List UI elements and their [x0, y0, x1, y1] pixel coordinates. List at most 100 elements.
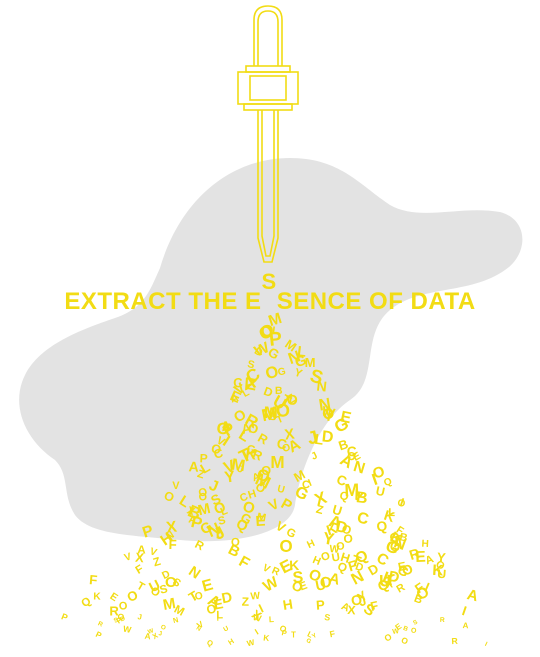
pile-letter: O: [205, 601, 218, 617]
pile-letter: M: [197, 501, 213, 519]
pile-letter: C: [233, 375, 244, 391]
pile-letter: P: [189, 513, 204, 533]
pile-letter: H: [226, 637, 235, 647]
pile-letter: O: [241, 498, 258, 518]
pile-letter: W: [329, 543, 340, 556]
pile-letter: O: [400, 561, 415, 579]
pile-letter: A: [240, 420, 253, 437]
pile-letter: L: [306, 630, 314, 640]
pile-letter: J: [306, 427, 320, 449]
pile-letter: U: [314, 577, 327, 595]
pile-letter: A: [144, 631, 151, 642]
pile-letter: R: [395, 581, 408, 595]
pile-letter: X: [347, 603, 357, 618]
pile-letter: N: [172, 615, 179, 625]
pile-letter: I: [484, 641, 489, 648]
pile-letter: O: [216, 420, 230, 439]
pile-letter: S: [113, 616, 120, 624]
pile-letter: I: [257, 601, 266, 615]
pile-letter: F: [236, 553, 253, 572]
pile-letter: A: [251, 470, 262, 484]
pile-letter: Y: [224, 468, 237, 486]
pile-letter: E: [108, 591, 120, 604]
pile-letter: P: [94, 630, 103, 641]
pile-letter: H: [339, 550, 352, 566]
pile-letter: G: [293, 352, 308, 371]
pile-letter: X: [185, 505, 197, 519]
pile-letter: Z: [196, 468, 206, 482]
pile-letter: U: [379, 572, 391, 590]
pile-letter: L: [388, 507, 395, 519]
pile-letter: O: [336, 541, 345, 553]
pile-letter: K: [263, 632, 270, 643]
pile-letter: N: [348, 567, 367, 588]
pile-letter: K: [93, 592, 101, 603]
pile-letter: O: [261, 463, 272, 478]
pile-letter: Y: [436, 549, 447, 565]
pile-letter: N: [286, 347, 303, 368]
pile-letter: N: [392, 534, 409, 554]
pile-letter: O: [320, 550, 332, 564]
pile-letter: D: [334, 518, 349, 537]
pile-letter: O: [231, 537, 240, 549]
pile-letter: F: [394, 525, 405, 538]
pile-letter: O: [281, 442, 293, 455]
pile-letter: N: [318, 395, 333, 415]
pile-letter: R: [97, 620, 104, 628]
pile-letter: P: [268, 329, 283, 351]
pile-letter: B: [402, 625, 409, 633]
pile-letter: O: [212, 499, 228, 518]
pile-letter: L: [272, 325, 280, 338]
pile-letter: A: [240, 372, 258, 395]
pile-letter: Q: [376, 576, 391, 595]
pile-letter: I: [370, 471, 380, 490]
pile-letter: Z: [242, 595, 250, 609]
pile-letter: M: [344, 480, 360, 501]
pile-letter: X: [135, 550, 146, 566]
pile-letter: A: [462, 621, 468, 630]
pile-letter: X: [165, 519, 178, 537]
pile-letter: T: [275, 413, 286, 426]
pile-letter: O: [279, 536, 293, 556]
pile-letter: I: [217, 614, 219, 623]
pile-letter: M: [270, 453, 284, 472]
pile-letter: W: [122, 623, 133, 635]
pile-letter: F: [134, 563, 146, 577]
pile-letter: A: [220, 418, 232, 434]
pile-letter: L: [313, 432, 324, 449]
pile-letter: A: [465, 587, 480, 605]
pile-letter: U: [437, 567, 447, 582]
pile-letter: S: [308, 364, 326, 388]
pile-letter: O: [260, 321, 274, 341]
pile-letter: A: [187, 513, 197, 526]
pile-letter: Y: [293, 367, 304, 381]
pile-letter: C: [302, 479, 310, 491]
pile-letter: S: [269, 411, 277, 423]
pile-letter: S: [246, 358, 256, 371]
pile-letter: K: [289, 558, 300, 573]
pile-letter: F: [329, 628, 337, 639]
pile-letter: O: [343, 532, 353, 546]
pile-letter: I: [307, 478, 314, 489]
headline-part-1: EXTRACT THE E: [64, 288, 262, 315]
pile-letter: S: [292, 569, 304, 587]
pile-letter: O: [396, 498, 406, 510]
pile-letter: B: [275, 385, 283, 397]
pile-letter: O: [198, 491, 209, 504]
pile-letter: O: [286, 391, 298, 408]
pile-letter: E: [255, 513, 266, 530]
pile-letter: O: [411, 627, 418, 635]
pile-letter: O: [278, 623, 289, 635]
pile-letter: O: [350, 591, 364, 609]
pile-letter: V: [260, 562, 271, 575]
pile-letter: J: [137, 612, 143, 622]
pile-letter: O: [275, 400, 290, 421]
pile-letter: W: [252, 612, 263, 624]
pile-letter: P: [199, 451, 208, 465]
pile-letter: O: [400, 635, 411, 647]
pile-letter: P: [60, 611, 69, 623]
pile-letter: G: [383, 537, 401, 558]
pile-letter: R: [109, 603, 119, 618]
pile-letter: P: [140, 522, 155, 541]
pile-letter: K: [324, 520, 339, 538]
